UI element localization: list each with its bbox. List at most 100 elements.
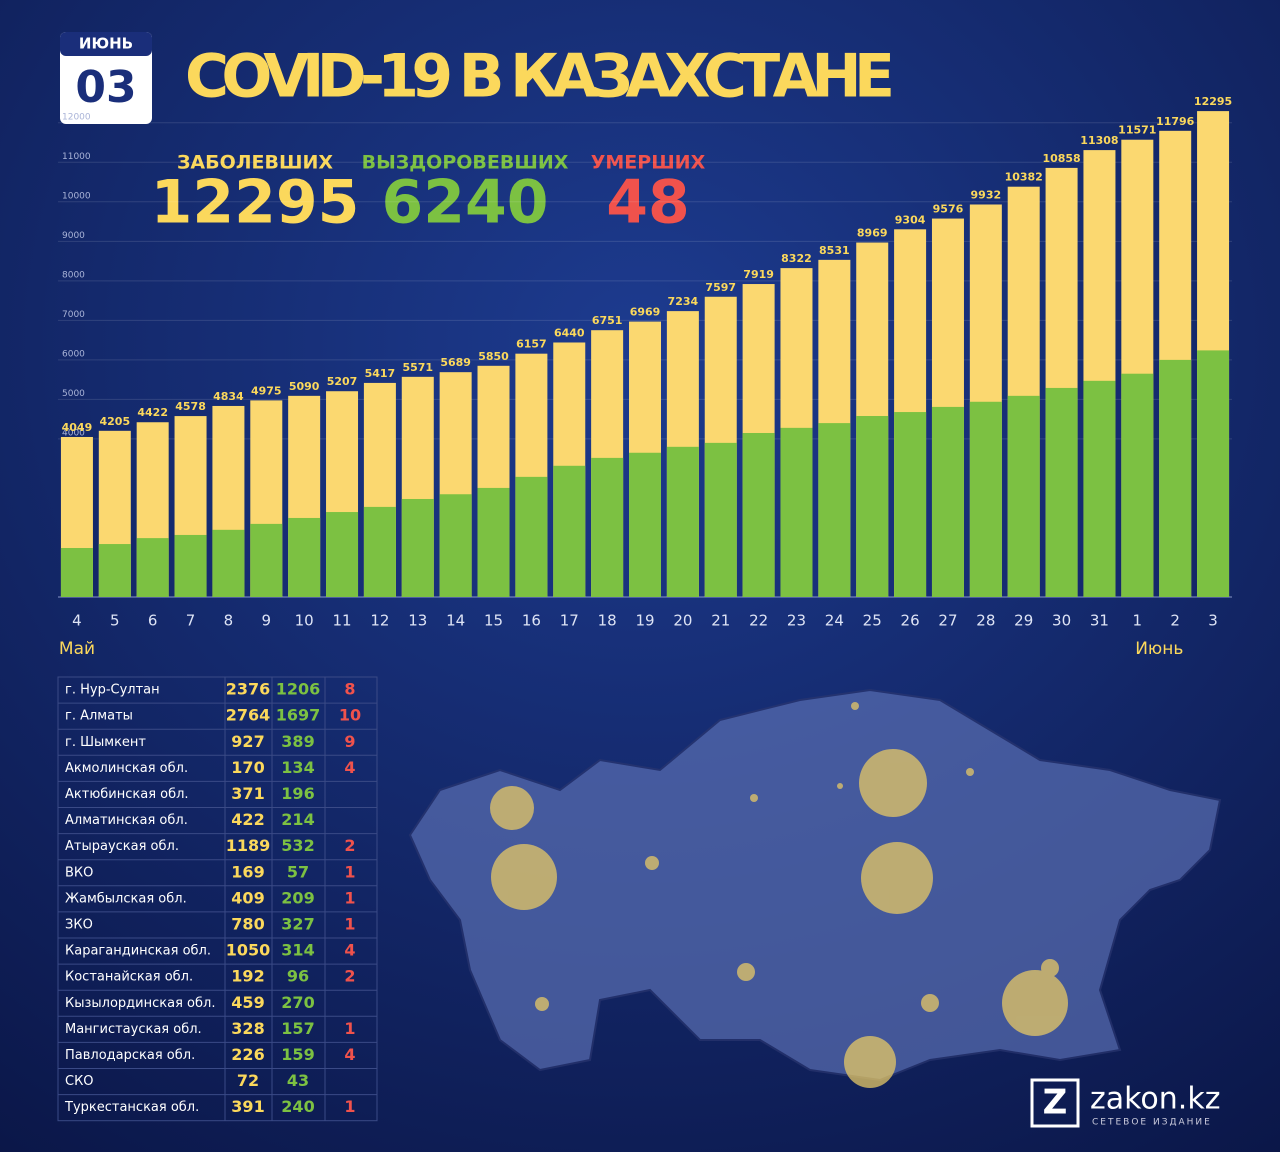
x-tick-label: 3 xyxy=(1208,612,1218,630)
region-value: 2 xyxy=(344,967,355,986)
x-tick-label: 11 xyxy=(332,612,351,630)
value-label: 4578 xyxy=(175,400,206,413)
date-day: 03 xyxy=(75,62,136,113)
bar-recovered xyxy=(553,465,586,597)
region-value: 192 xyxy=(231,967,264,986)
x-tick-label: 27 xyxy=(938,612,957,630)
region-value: 780 xyxy=(231,914,264,933)
region-name: ВКО xyxy=(65,865,93,880)
value-label: 7919 xyxy=(743,268,774,281)
x-tick-label: 30 xyxy=(1052,612,1071,630)
logo-name: zakon.kz xyxy=(1090,1082,1220,1117)
x-tick-label: 4 xyxy=(72,612,82,630)
x-tick-label: 13 xyxy=(408,612,427,630)
x-tick-label: 14 xyxy=(446,612,465,630)
x-tick-label: 22 xyxy=(749,612,768,630)
region-name: Кызылординская обл. xyxy=(65,996,215,1011)
region-value: 196 xyxy=(281,784,314,803)
bar-recovered xyxy=(742,432,775,597)
bar-recovered xyxy=(856,415,889,597)
y-tick-label: 9000 xyxy=(62,231,85,241)
bar-recovered xyxy=(136,538,169,597)
region-name: г. Алматы xyxy=(65,709,133,724)
value-label: 9932 xyxy=(971,188,1002,201)
region-value: 327 xyxy=(281,914,314,933)
bar-recovered xyxy=(1045,387,1078,597)
region-name: Павлодарская обл. xyxy=(65,1048,195,1063)
region-value: 169 xyxy=(231,862,264,881)
value-label: 10382 xyxy=(1005,171,1043,184)
region-value: 1050 xyxy=(226,941,271,960)
x-tick-label: 9 xyxy=(262,612,272,630)
region-name: Жамбылская обл. xyxy=(65,891,187,906)
y-tick-label: 10000 xyxy=(62,191,91,201)
region-value: 459 xyxy=(231,993,264,1012)
y-tick-label: 7000 xyxy=(62,310,85,320)
x-tick-label: 21 xyxy=(711,612,730,630)
month-label: Июнь xyxy=(1135,639,1183,659)
value-label: 9304 xyxy=(895,213,926,226)
date-box-header xyxy=(60,32,152,56)
value-label: 7234 xyxy=(668,295,699,308)
region-name: ЗКО xyxy=(65,917,93,932)
region-value: 209 xyxy=(281,888,314,907)
value-label: 4975 xyxy=(251,384,282,397)
stat-label: ЗАБОЛЕВШИХ xyxy=(177,152,333,174)
bar-recovered xyxy=(60,547,93,597)
x-tick-label: 12 xyxy=(370,612,389,630)
region-value: 1 xyxy=(344,862,355,881)
value-label: 5417 xyxy=(365,367,396,380)
region-name: г. Шымкент xyxy=(65,735,146,750)
value-label: 6969 xyxy=(630,306,661,319)
region-value: 157 xyxy=(281,1019,314,1038)
region-value: 57 xyxy=(287,862,309,881)
bar-recovered xyxy=(1007,395,1040,597)
bar-recovered xyxy=(666,446,699,597)
region-value: 1 xyxy=(344,888,355,907)
table-frame xyxy=(57,676,378,1122)
value-label: 6751 xyxy=(592,314,623,327)
value-label: 5850 xyxy=(478,350,509,363)
x-tick-label: 19 xyxy=(635,612,654,630)
region-value: 532 xyxy=(281,836,314,855)
region-value: 2764 xyxy=(226,706,271,725)
region-value: 4 xyxy=(344,1045,355,1064)
region-value: 1 xyxy=(344,914,355,933)
region-value: 96 xyxy=(287,967,309,986)
bar-recovered xyxy=(591,457,624,597)
region-name: Алматинская обл. xyxy=(65,813,188,828)
value-label: 6440 xyxy=(554,326,585,339)
region-value: 328 xyxy=(231,1019,264,1038)
region-value: 43 xyxy=(287,1071,309,1090)
x-tick-label: 2 xyxy=(1170,612,1180,630)
region-value: 422 xyxy=(231,810,264,829)
region-value: 371 xyxy=(231,784,264,803)
region-name: Актюбинская обл. xyxy=(65,787,189,802)
chart-title: COVID-19 В КАЗАХСТАНЕ xyxy=(185,42,895,112)
bar-recovered xyxy=(401,498,434,597)
logo-tagline: СЕТЕВОЕ ИЗДАНИЕ xyxy=(1092,1118,1212,1128)
region-value: 214 xyxy=(281,810,314,829)
x-tick-label: 26 xyxy=(901,612,920,630)
value-label: 7597 xyxy=(705,281,736,294)
value-label: 11796 xyxy=(1156,115,1195,128)
x-tick-label: 5 xyxy=(110,612,120,630)
bar-recovered xyxy=(288,517,321,597)
bar-recovered xyxy=(98,544,131,597)
value-label: 11571 xyxy=(1118,124,1156,137)
x-tick-label: 8 xyxy=(224,612,234,630)
region-name: г. Нур-Султан xyxy=(65,683,160,698)
region-value: 2 xyxy=(344,836,355,855)
stat-value: 6240 xyxy=(382,168,549,238)
region-value: 159 xyxy=(281,1045,314,1064)
value-label: 8531 xyxy=(819,244,850,257)
x-tick-label: 24 xyxy=(825,612,844,630)
x-tick-label: 18 xyxy=(598,612,617,630)
bar-recovered xyxy=(363,506,396,597)
y-tick-label: 12000 xyxy=(62,112,91,122)
region-value: 270 xyxy=(281,993,314,1012)
bar-recovered xyxy=(174,534,207,597)
bar-recovered xyxy=(326,512,359,597)
region-value: 409 xyxy=(231,888,264,907)
